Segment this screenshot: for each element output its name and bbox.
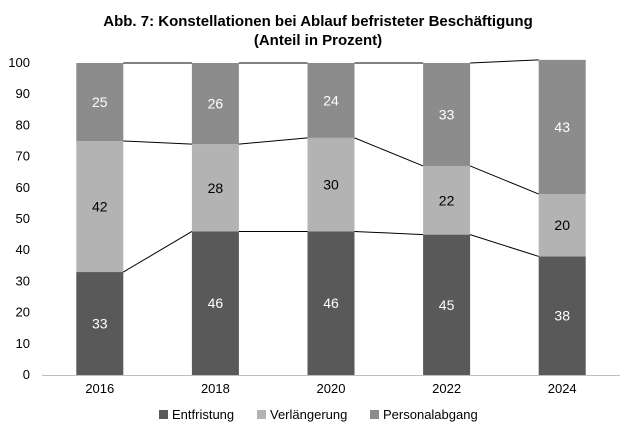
bar-entfristung-2022	[423, 234, 471, 375]
chart-title: Abb. 7: Konstellationen bei Ablauf befri…	[103, 13, 533, 30]
connector-line	[354, 137, 424, 167]
bar-verlängerung-2024	[538, 194, 586, 257]
data-label: 28	[208, 180, 224, 196]
connector-line	[123, 231, 193, 273]
data-label: 24	[323, 92, 339, 108]
connector-lines	[123, 59, 539, 273]
x-tick-label: 2024	[548, 381, 577, 396]
legend-label: Personalabgang	[383, 407, 478, 422]
x-tick-label: 2016	[85, 381, 114, 396]
y-axis: 0 10 20 30 40 50 60 70 80 90 100	[8, 55, 30, 382]
y-tick-label: 0	[23, 367, 30, 382]
data-label: 45	[439, 297, 455, 313]
bar-verlängerung-2018	[191, 144, 239, 232]
bar-verlängerung-2020	[307, 137, 355, 232]
chart-subtitle: (Anteil in Prozent)	[253, 32, 383, 49]
bar-entfristung-2018	[191, 231, 239, 375]
connector-line	[238, 137, 308, 145]
connector-line	[354, 230, 424, 236]
bar-entfristung-2020	[307, 231, 355, 375]
y-tick-label: 10	[16, 336, 30, 351]
y-tick-label: 80	[16, 117, 30, 132]
bar-personalabgang-2016	[76, 63, 124, 141]
bar-personalabgang-2018	[191, 63, 239, 145]
data-label: 26	[208, 96, 224, 112]
data-label: 43	[554, 119, 570, 135]
legend-swatch-entfristung	[159, 410, 168, 419]
connector-line	[470, 59, 539, 64]
data-label: 33	[439, 106, 455, 122]
legend-label: Entfristung	[172, 407, 234, 422]
x-tick-label: 2020	[317, 381, 346, 396]
data-label: 42	[92, 199, 108, 215]
connector-line	[123, 140, 192, 145]
bar-entfristung-2024	[538, 256, 586, 375]
x-tick-label: 2018	[201, 381, 230, 396]
bar-verlängerung-2016	[76, 141, 124, 273]
y-tick-label: 30	[16, 273, 30, 288]
data-label: 38	[554, 308, 570, 324]
y-tick-label: 100	[8, 55, 30, 70]
x-tick-label: 2022	[432, 381, 461, 396]
y-tick-label: 20	[16, 305, 30, 320]
bar-personalabgang-2024	[538, 59, 586, 195]
bars: 33 46 46 45 38 42 28 30 22 20 25 26 24 33 43	[76, 59, 586, 375]
connector-line	[469, 234, 539, 257]
data-label: 33	[92, 316, 108, 332]
legend-label: Verlängerung	[270, 407, 347, 422]
data-label: 46	[323, 295, 339, 311]
y-tick-label: 70	[16, 149, 30, 164]
legend-swatch-verlängerung	[257, 410, 266, 419]
bar-personalabgang-2020	[307, 63, 355, 138]
data-label: 25	[92, 94, 108, 110]
bar-personalabgang-2022	[423, 63, 471, 166]
legend: Entfristung Verlängerung Personalabgang	[159, 407, 478, 422]
legend-swatch-personalabgang	[370, 410, 379, 419]
y-tick-label: 50	[16, 211, 30, 226]
bar-entfristung-2016	[76, 272, 124, 375]
x-axis: 2016 2018 2020 2022 2024	[42, 375, 620, 396]
connector-line	[469, 165, 539, 195]
bar-verlängerung-2022	[423, 165, 471, 235]
y-tick-label: 60	[16, 180, 30, 195]
data-label: 30	[323, 177, 339, 193]
data-label: 20	[554, 217, 570, 233]
y-tick-label: 90	[16, 86, 30, 101]
y-tick-label: 40	[16, 242, 30, 257]
data-label: 22	[439, 192, 455, 208]
data-label: 46	[208, 295, 224, 311]
